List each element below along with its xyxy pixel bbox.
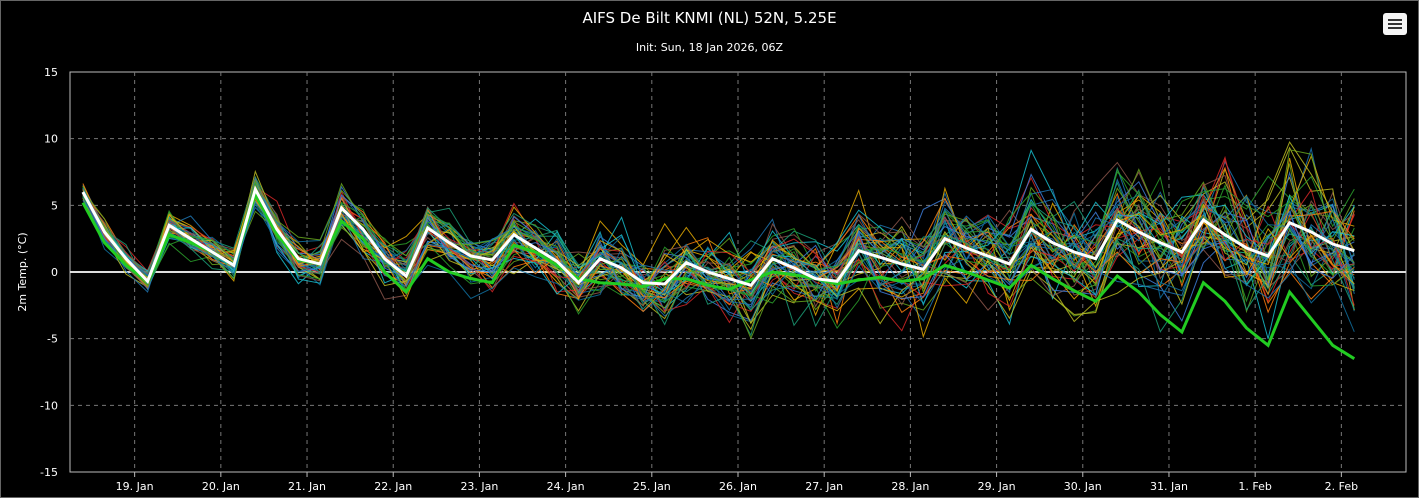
x-tick-label: 22. Jan [374,480,412,493]
ensemble-member-line [82,190,1355,308]
hamburger-menu-icon[interactable] [1383,13,1407,35]
ensemble-member-line [82,192,1355,337]
x-tick-label: 20. Jan [202,480,240,493]
x-tick-label: 21. Jan [288,480,326,493]
x-tick-label: 2. Feb [1325,480,1358,493]
y-tick-label: -5 [47,333,58,346]
x-tick-label: 19. Jan [116,480,154,493]
x-tick-label: 23. Jan [460,480,498,493]
y-tick-label: 0 [51,266,58,279]
y-tick-label: 10 [44,133,58,146]
ensemble-member-line [82,149,1355,307]
x-tick-label: 31. Jan [1150,480,1188,493]
x-tick-label: 28. Jan [891,480,929,493]
ensemble-member-line [82,184,1355,339]
x-tick-label: 30. Jan [1064,480,1102,493]
x-tick-label: 27. Jan [805,480,843,493]
x-tick-label: 24. Jan [547,480,585,493]
chart-title: AIFS De Bilt KNMI (NL) 52N, 5.25E [582,9,837,27]
ensemble-member-line [82,179,1355,340]
x-tick-label: 25. Jan [633,480,671,493]
x-tick-label: 1. Feb [1238,480,1271,493]
y-tick-label: -10 [40,399,58,412]
ensemble-member-line [82,166,1355,322]
x-tick-label: 26. Jan [719,480,757,493]
y-axis-label: 2m Temp. (°C) [16,232,29,311]
y-tick-label: -15 [40,466,58,479]
ensemble-member-line [82,187,1355,326]
y-tick-label: 5 [51,199,58,212]
y-tick-label: 15 [44,66,58,79]
ensemble-member-line [82,184,1355,326]
x-tick-label: 29. Jan [978,480,1016,493]
mean-series-line [81,185,1355,288]
ensemble-member-line [82,149,1355,311]
ensemble-member-line [82,171,1355,297]
chart-subtitle: Init: Sun, 18 Jan 2026, 06Z [635,41,784,54]
